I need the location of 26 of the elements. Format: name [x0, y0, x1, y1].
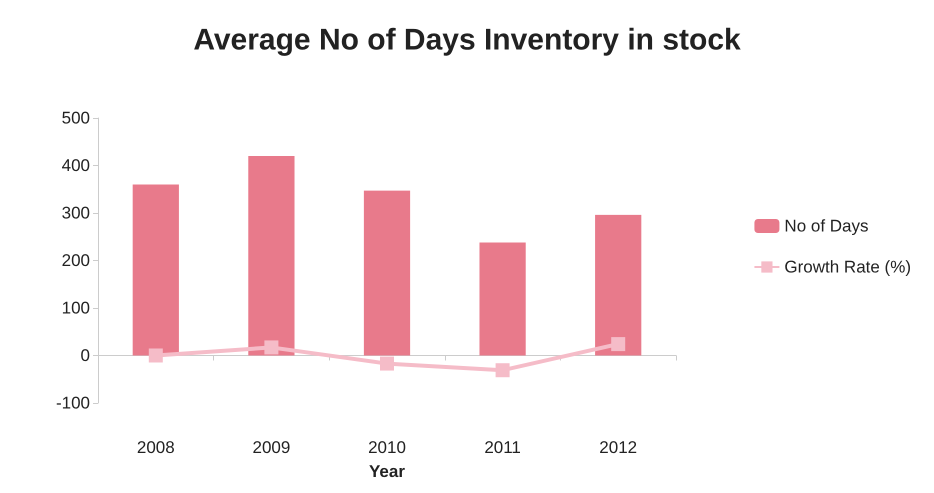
- point: [496, 363, 510, 378]
- point: [264, 340, 278, 354]
- x-tick-label: 2010: [368, 438, 406, 457]
- point: [380, 356, 394, 371]
- x-tick-label: 2011: [484, 438, 521, 457]
- y-tick-label: 0: [80, 346, 90, 365]
- legend-label: No of Days: [784, 216, 869, 236]
- point: [148, 348, 163, 362]
- y-tick-label: 500: [62, 108, 90, 128]
- x-tick-label: 2009: [252, 438, 290, 457]
- point: [611, 337, 626, 352]
- y-tick-label: 300: [62, 204, 90, 222]
- bar: [132, 184, 179, 356]
- bar: [595, 214, 642, 356]
- chart-title: Average No of Days Inventory in stock: [193, 24, 742, 56]
- x-tick-label: 2008: [136, 438, 175, 457]
- y-tick-label: -100: [56, 394, 90, 412]
- bar: [479, 242, 526, 356]
- bar: [364, 190, 410, 356]
- x-tick-label: 2012: [599, 438, 638, 457]
- y-tick-label: 100: [62, 298, 90, 318]
- y-tick-label: 400: [62, 156, 90, 175]
- x-axis-title: Year: [369, 462, 406, 481]
- legend-label: Growth Rate (%): [784, 258, 912, 276]
- y-tick-label: 200: [62, 251, 90, 270]
- bar: [248, 156, 295, 356]
